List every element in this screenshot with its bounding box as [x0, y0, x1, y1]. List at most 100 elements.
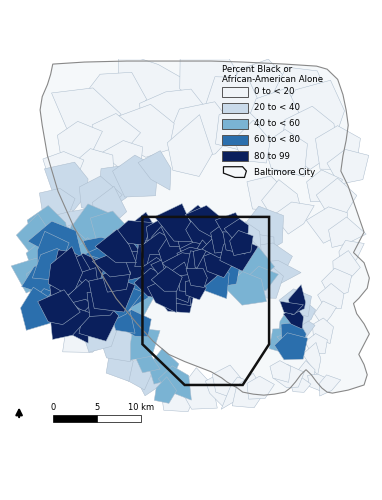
- Polygon shape: [280, 301, 303, 314]
- Polygon shape: [56, 299, 94, 335]
- Polygon shape: [118, 52, 187, 139]
- Polygon shape: [97, 280, 143, 326]
- Polygon shape: [236, 234, 275, 269]
- Polygon shape: [155, 204, 205, 242]
- Polygon shape: [95, 229, 136, 263]
- Polygon shape: [269, 328, 296, 355]
- Polygon shape: [236, 248, 275, 280]
- Polygon shape: [224, 218, 249, 244]
- Polygon shape: [279, 289, 311, 316]
- Polygon shape: [305, 334, 327, 353]
- Polygon shape: [136, 346, 160, 373]
- Polygon shape: [166, 262, 192, 302]
- Polygon shape: [65, 285, 102, 316]
- Polygon shape: [44, 162, 88, 212]
- Polygon shape: [203, 243, 233, 276]
- Polygon shape: [50, 275, 74, 300]
- Polygon shape: [154, 377, 176, 404]
- Polygon shape: [177, 224, 203, 254]
- Polygon shape: [274, 333, 308, 360]
- Polygon shape: [71, 238, 106, 265]
- Polygon shape: [64, 280, 105, 316]
- Polygon shape: [43, 152, 84, 182]
- Polygon shape: [186, 211, 217, 247]
- Polygon shape: [39, 188, 75, 218]
- Polygon shape: [126, 232, 157, 261]
- Polygon shape: [220, 236, 258, 271]
- Polygon shape: [278, 307, 299, 343]
- Polygon shape: [80, 72, 147, 123]
- Polygon shape: [60, 300, 100, 334]
- Polygon shape: [202, 234, 238, 260]
- Polygon shape: [130, 328, 160, 360]
- Polygon shape: [105, 257, 141, 294]
- Polygon shape: [147, 280, 176, 312]
- Polygon shape: [87, 290, 120, 316]
- Polygon shape: [92, 186, 127, 226]
- Text: 0 to < 20: 0 to < 20: [254, 88, 295, 96]
- Polygon shape: [230, 222, 261, 258]
- Polygon shape: [113, 272, 158, 318]
- Text: 5: 5: [95, 403, 100, 412]
- Polygon shape: [157, 278, 196, 313]
- Polygon shape: [146, 220, 174, 252]
- Polygon shape: [232, 374, 265, 408]
- Polygon shape: [79, 176, 122, 214]
- Polygon shape: [303, 342, 321, 376]
- Polygon shape: [185, 206, 221, 241]
- Polygon shape: [135, 242, 168, 267]
- Polygon shape: [282, 106, 337, 170]
- Polygon shape: [283, 307, 303, 329]
- Text: 40 to < 60: 40 to < 60: [254, 120, 300, 128]
- Polygon shape: [38, 290, 80, 324]
- Polygon shape: [11, 256, 57, 293]
- Polygon shape: [329, 217, 366, 248]
- Text: 60 to < 80: 60 to < 80: [254, 136, 300, 144]
- Polygon shape: [141, 258, 173, 283]
- Polygon shape: [50, 274, 91, 322]
- Polygon shape: [264, 130, 308, 176]
- Polygon shape: [312, 318, 333, 344]
- Polygon shape: [79, 296, 119, 341]
- Polygon shape: [96, 265, 114, 304]
- Bar: [222, 86, 248, 97]
- Polygon shape: [167, 114, 212, 176]
- Polygon shape: [234, 120, 270, 163]
- Polygon shape: [110, 306, 135, 334]
- Polygon shape: [308, 374, 327, 392]
- Polygon shape: [72, 204, 114, 242]
- Polygon shape: [317, 284, 344, 309]
- Polygon shape: [298, 360, 315, 382]
- Polygon shape: [316, 178, 357, 214]
- Polygon shape: [320, 375, 341, 396]
- Polygon shape: [212, 365, 243, 399]
- Bar: [222, 118, 248, 130]
- Polygon shape: [100, 328, 139, 362]
- Polygon shape: [159, 234, 194, 272]
- Polygon shape: [48, 236, 90, 262]
- Polygon shape: [214, 214, 249, 252]
- Polygon shape: [159, 366, 191, 400]
- Polygon shape: [32, 248, 80, 280]
- Polygon shape: [110, 252, 160, 282]
- Polygon shape: [63, 253, 105, 290]
- Polygon shape: [36, 236, 67, 268]
- Polygon shape: [249, 259, 283, 298]
- Polygon shape: [162, 252, 203, 280]
- Polygon shape: [42, 278, 81, 311]
- Polygon shape: [189, 250, 216, 281]
- Polygon shape: [314, 301, 337, 326]
- Polygon shape: [40, 292, 74, 323]
- Polygon shape: [113, 268, 154, 310]
- Polygon shape: [248, 266, 278, 292]
- Polygon shape: [188, 251, 212, 285]
- Polygon shape: [26, 262, 53, 294]
- Polygon shape: [26, 240, 65, 278]
- Polygon shape: [152, 220, 176, 258]
- Polygon shape: [290, 316, 315, 338]
- Polygon shape: [291, 301, 316, 328]
- Polygon shape: [106, 354, 133, 382]
- Polygon shape: [333, 250, 360, 281]
- Polygon shape: [270, 360, 291, 382]
- Polygon shape: [227, 232, 259, 272]
